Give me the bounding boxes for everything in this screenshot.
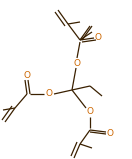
Text: O: O xyxy=(95,34,102,42)
Text: O: O xyxy=(86,107,93,117)
Text: O: O xyxy=(46,90,53,98)
Text: O: O xyxy=(107,129,114,138)
Text: O: O xyxy=(23,72,30,80)
Text: O: O xyxy=(74,59,81,68)
